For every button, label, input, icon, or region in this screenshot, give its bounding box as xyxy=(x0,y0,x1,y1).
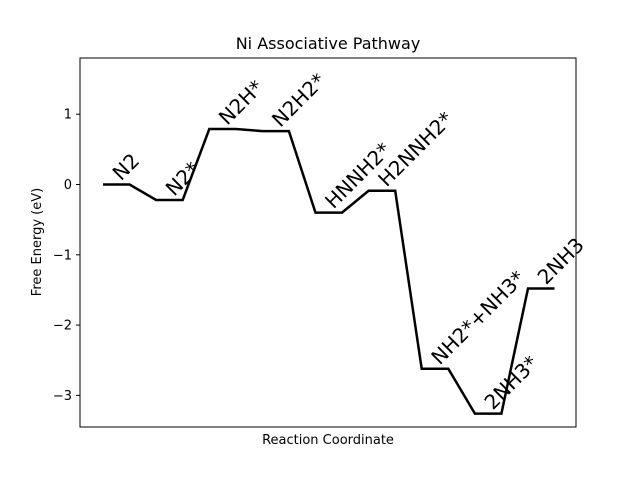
x-axis-label: Reaction Coordinate xyxy=(262,433,394,448)
energy-pathway-line xyxy=(103,127,555,415)
y-tick-label: −2 xyxy=(53,319,72,334)
state-labels: N2 N2*N2H*N2H2*HNNH2*H2NNH2*NH2*+NH3*2NH3… xyxy=(108,68,589,414)
state-label: N2H2* xyxy=(267,68,330,131)
chart-title: Ni Associative Pathway xyxy=(236,34,421,53)
state-label: N2 xyxy=(108,148,145,185)
state-label: 2NH3 xyxy=(533,233,589,289)
plot-area-frame xyxy=(79,57,577,428)
y-tick-label: 1 xyxy=(64,108,72,123)
state-label: N2* xyxy=(161,157,205,201)
state-label: N2H* xyxy=(214,75,268,129)
state-label: 2NH3* xyxy=(479,351,542,414)
y-tick-label: −3 xyxy=(53,389,72,404)
y-axis-label: Free Energy (eV) xyxy=(30,188,45,296)
y-axis: 1 0 −1 −2 −3 xyxy=(53,108,80,404)
y-tick-label: −1 xyxy=(53,248,72,263)
y-tick-label: 0 xyxy=(64,178,72,193)
